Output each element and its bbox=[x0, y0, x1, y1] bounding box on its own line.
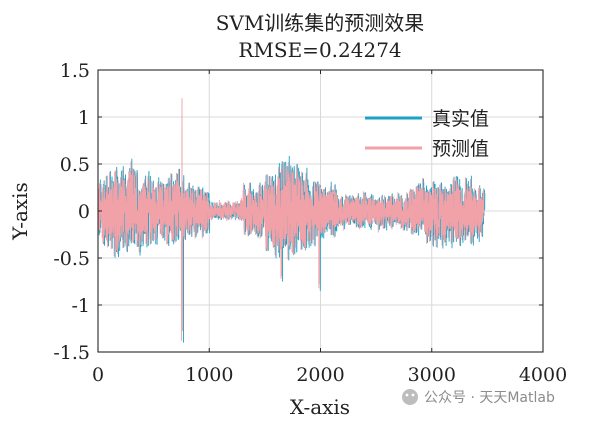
watermark-text: 公众号 · 天天Matlab bbox=[424, 390, 555, 406]
wechat-icon bbox=[402, 389, 418, 405]
x-tick-label: 4000 bbox=[519, 364, 567, 386]
y-axis-label: Y-axis bbox=[8, 182, 32, 241]
plot-area bbox=[97, 98, 486, 343]
x-tick-label: 2000 bbox=[296, 364, 344, 386]
y-tick-label: 1.5 bbox=[60, 60, 90, 82]
chart-title: SVM训练集的预测效果 bbox=[216, 11, 425, 35]
x-tick-label: 0 bbox=[92, 364, 104, 386]
y-tick-label: 0.5 bbox=[60, 154, 90, 176]
legend: 真实值 预测值 bbox=[365, 108, 489, 160]
x-axis-label: X-axis bbox=[290, 395, 350, 419]
series-line-predicted bbox=[97, 98, 485, 341]
x-tick-label: 1000 bbox=[185, 364, 233, 386]
y-tick-label: -1 bbox=[71, 295, 90, 317]
wechat-eye-left bbox=[405, 393, 409, 397]
y-tick-labels: 1.5 1 0.5 0 -0.5 -1 -1.5 bbox=[53, 60, 90, 364]
y-tick-label: -0.5 bbox=[53, 248, 90, 270]
y-tick-label: -1.5 bbox=[53, 342, 90, 364]
y-tick-label: 1 bbox=[78, 107, 90, 129]
chart-subtitle: RMSE=0.24274 bbox=[238, 38, 401, 62]
x-tick-labels: 0 1000 2000 3000 4000 bbox=[92, 364, 567, 386]
legend-label-actual: 真实值 bbox=[432, 108, 489, 130]
y-tick-label: 0 bbox=[78, 201, 90, 223]
legend-label-predicted: 预测值 bbox=[432, 138, 489, 160]
watermark: 公众号 · 天天Matlab bbox=[402, 389, 555, 406]
axis-ticks bbox=[97, 69, 544, 353]
x-tick-label: 3000 bbox=[408, 364, 456, 386]
wechat-eye-right bbox=[411, 393, 415, 397]
